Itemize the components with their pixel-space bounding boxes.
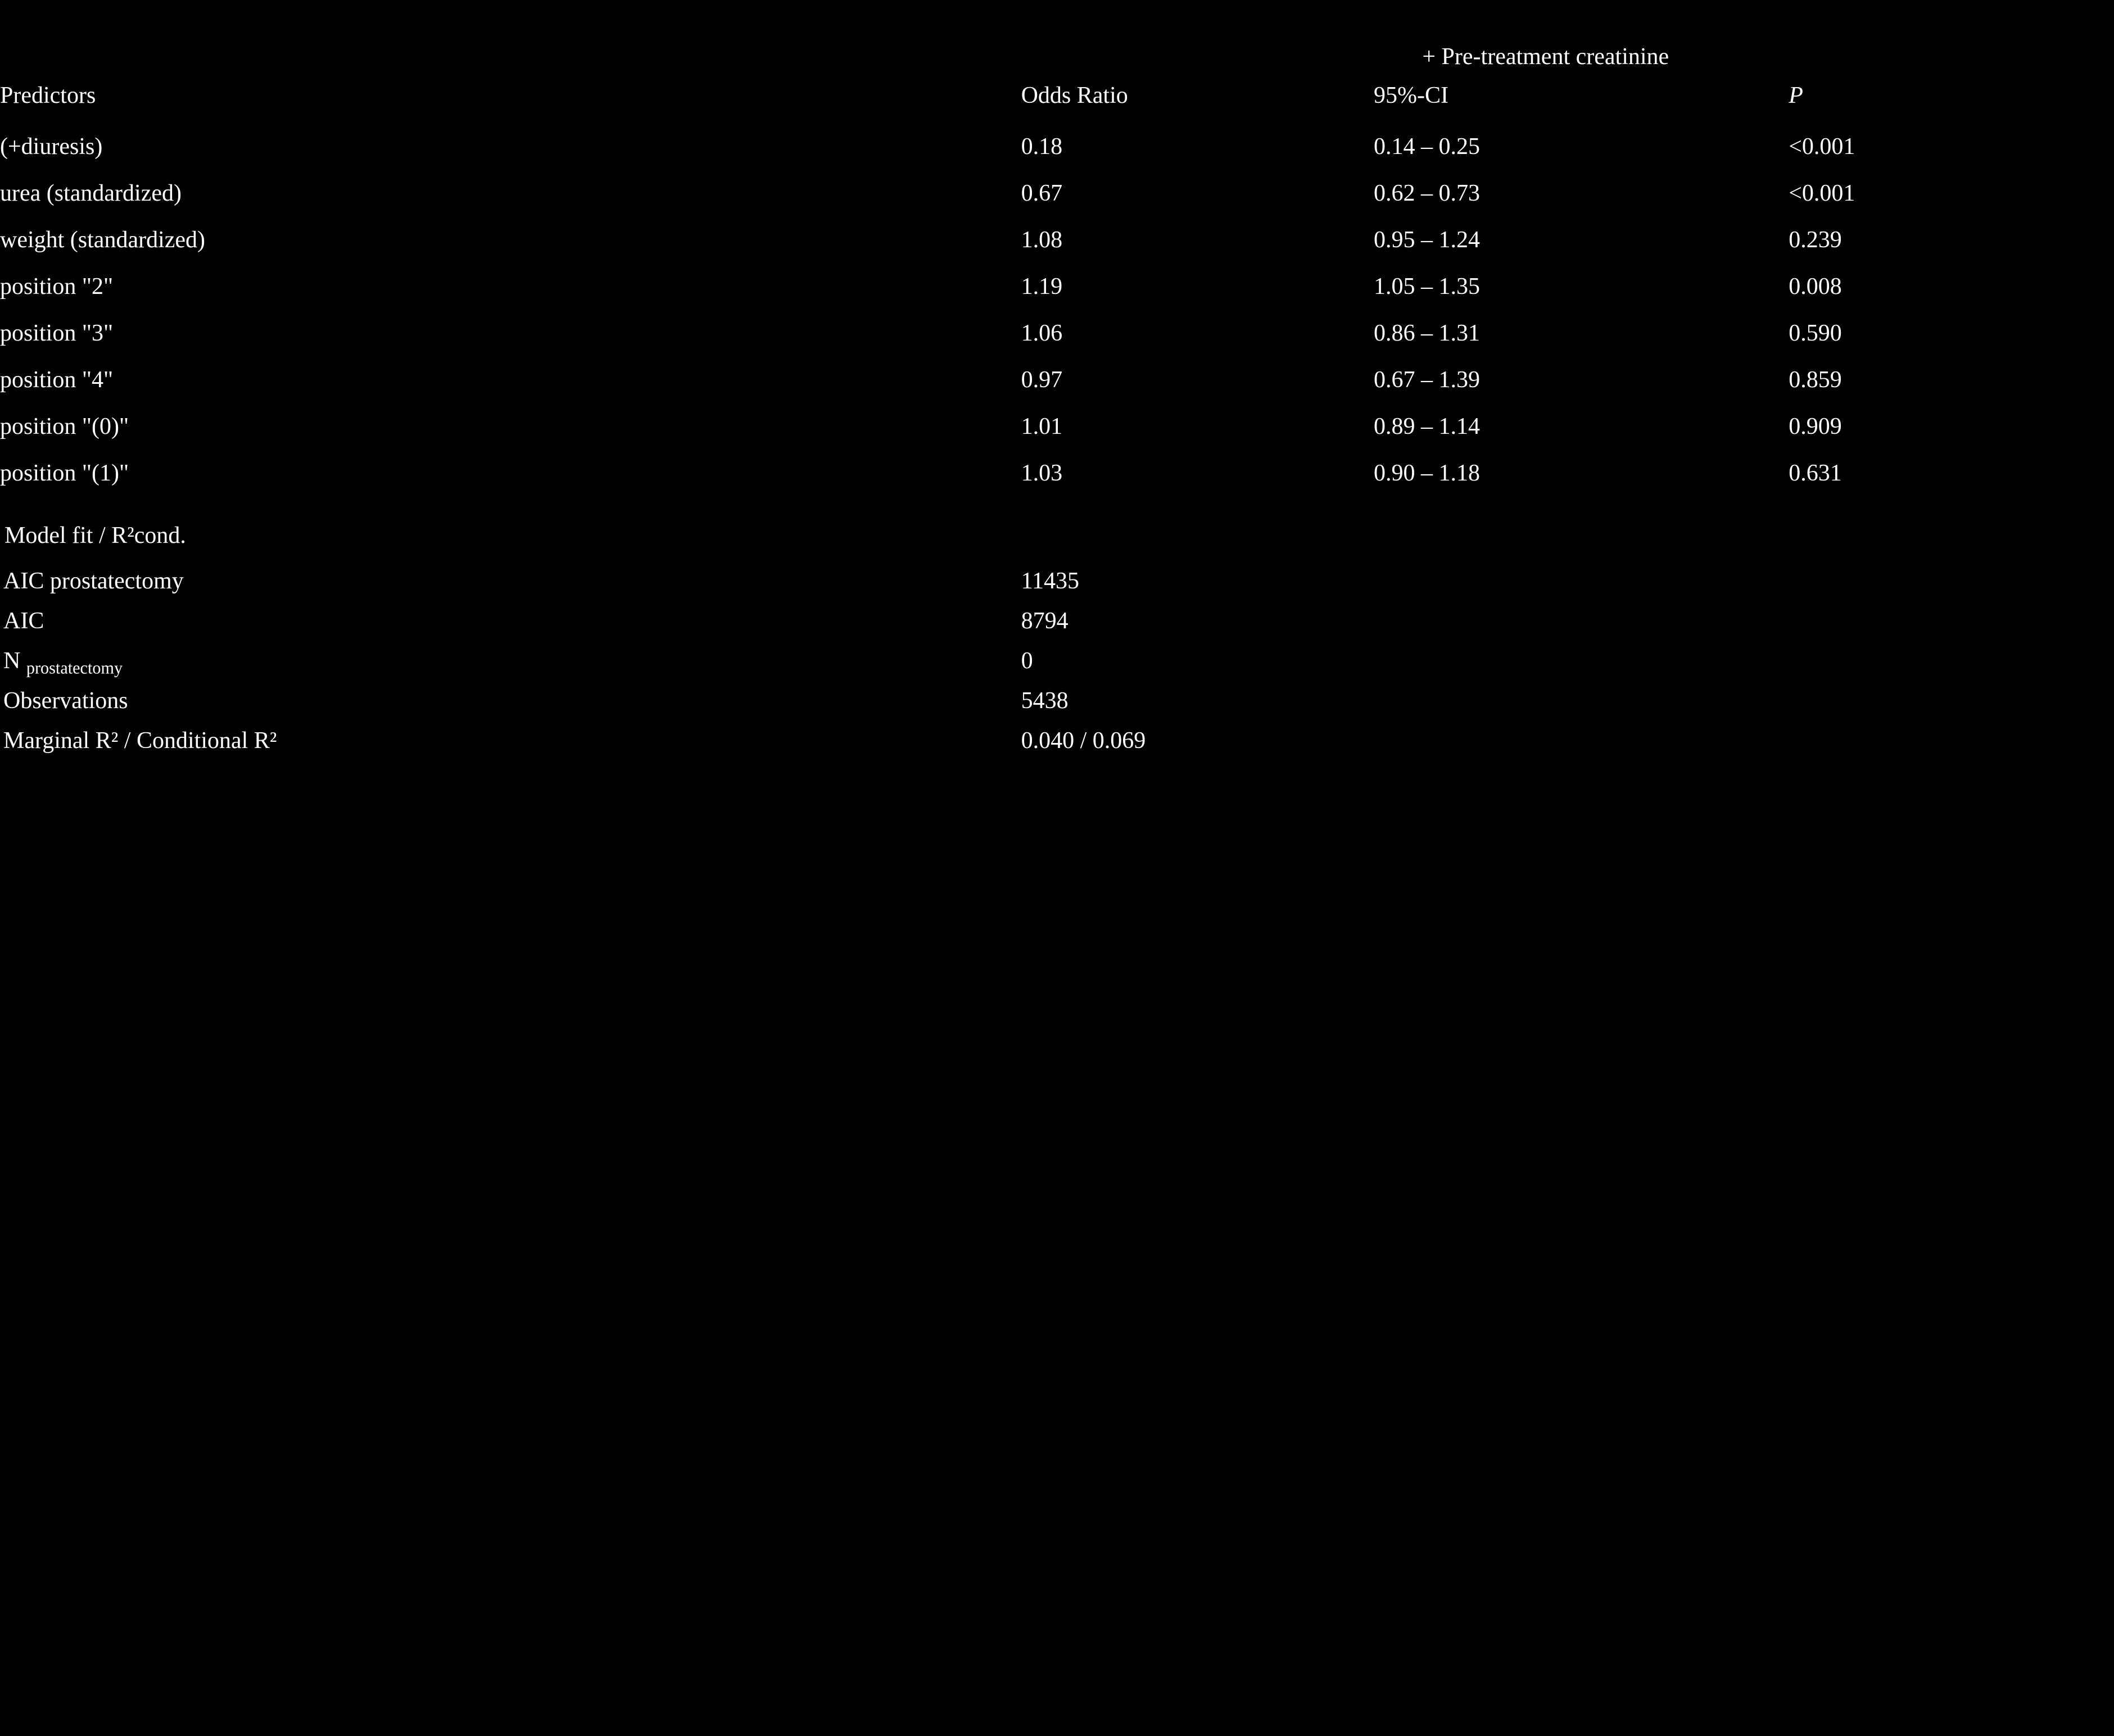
cell-p: 0.859 — [1784, 357, 2075, 404]
fit-value: 11435 — [1017, 559, 2075, 601]
fit-row: Marginal R² / Conditional R²0.040 / 0.06… — [0, 721, 2075, 761]
cell-ci: 1.05 – 1.35 — [1369, 264, 1784, 310]
cell-odds-ratio: 0.97 — [1017, 357, 1369, 404]
cell-p: <0.001 — [1784, 170, 2075, 217]
header-predictors: Predictors — [0, 77, 1017, 124]
fit-value: 0 — [1017, 641, 2075, 681]
fit-value: 8794 — [1017, 601, 2075, 641]
table-row: weight (standardized)1.080.95 – 1.240.23… — [0, 217, 2075, 264]
fit-row: Observations5438 — [0, 681, 2075, 721]
cell-p: <0.001 — [1784, 124, 2075, 170]
table-row: urea (standardized)0.670.62 – 0.73<0.001 — [0, 170, 2075, 217]
table-row: position "(1)"1.030.90 – 1.180.631 — [0, 450, 2075, 497]
table-row: position "2"1.191.05 – 1.350.008 — [0, 264, 2075, 310]
fit-label: Observations — [0, 681, 1017, 721]
cell-ci: 0.62 – 0.73 — [1369, 170, 1784, 217]
fit-label: N prostatectomy — [0, 641, 1017, 681]
header-ci: 95%-CI — [1369, 77, 1784, 124]
cell-predictor: position "2" — [0, 264, 1017, 310]
cell-predictor: urea (standardized) — [0, 170, 1017, 217]
cell-predictor: (+diuresis) — [0, 124, 1017, 170]
fit-value: 0.040 / 0.069 — [1017, 721, 2075, 761]
fit-row: AIC prostatectomy11435 — [0, 559, 2075, 601]
cell-odds-ratio: 0.18 — [1017, 124, 1369, 170]
cell-ci: 0.90 – 1.18 — [1369, 450, 1784, 497]
cell-odds-ratio: 1.06 — [1017, 310, 1369, 357]
cell-predictor: position "4" — [0, 357, 1017, 404]
cell-p: 0.008 — [1784, 264, 2075, 310]
cell-p: 0.590 — [1784, 310, 2075, 357]
cell-odds-ratio: 1.19 — [1017, 264, 1369, 310]
cell-ci: 0.14 – 0.25 — [1369, 124, 1784, 170]
cell-p: 0.909 — [1784, 404, 2075, 450]
cell-ci: 0.86 – 1.31 — [1369, 310, 1784, 357]
cell-predictor: position "(0)" — [0, 404, 1017, 450]
fit-row: AIC8794 — [0, 601, 2075, 641]
column-headers-row: Predictors Odds Ratio 95%-CI P — [0, 77, 2075, 124]
table-row: position "4"0.970.67 – 1.390.859 — [0, 357, 2075, 404]
regression-table: + Pre-treatment creatinine Predictors Od… — [0, 34, 2075, 761]
cell-odds-ratio: 1.08 — [1017, 217, 1369, 264]
cell-ci: 0.95 – 1.24 — [1369, 217, 1784, 264]
cell-ci: 0.89 – 1.14 — [1369, 404, 1784, 450]
model-super-header-row: + Pre-treatment creatinine — [0, 34, 2075, 77]
header-p: P — [1784, 77, 2075, 124]
model-fit-title-row: Model fit / R²cond. — [0, 497, 2075, 559]
table-row: position "3"1.060.86 – 1.310.590 — [0, 310, 2075, 357]
table-row: (+diuresis)0.180.14 – 0.25<0.001 — [0, 124, 2075, 170]
model-fit-title: Model fit / R²cond. — [0, 497, 2075, 559]
cell-odds-ratio: 1.01 — [1017, 404, 1369, 450]
fit-label: Marginal R² / Conditional R² — [0, 721, 1017, 761]
cell-p: 0.239 — [1784, 217, 2075, 264]
cell-odds-ratio: 1.03 — [1017, 450, 1369, 497]
regression-table-page: + Pre-treatment creatinine Predictors Od… — [0, 0, 2114, 828]
cell-p: 0.631 — [1784, 450, 2075, 497]
model-super-header: + Pre-treatment creatinine — [1017, 34, 2075, 77]
cell-predictor: position "3" — [0, 310, 1017, 357]
cell-ci: 0.67 – 1.39 — [1369, 357, 1784, 404]
header-odds-ratio: Odds Ratio — [1017, 77, 1369, 124]
fit-label: AIC prostatectomy — [0, 559, 1017, 601]
fit-value: 5438 — [1017, 681, 2075, 721]
fit-row: N prostatectomy0 — [0, 641, 2075, 681]
table-row: position "(0)"1.010.89 – 1.140.909 — [0, 404, 2075, 450]
cell-predictor: weight (standardized) — [0, 217, 1017, 264]
cell-odds-ratio: 0.67 — [1017, 170, 1369, 217]
cell-predictor: position "(1)" — [0, 450, 1017, 497]
fit-label: AIC — [0, 601, 1017, 641]
